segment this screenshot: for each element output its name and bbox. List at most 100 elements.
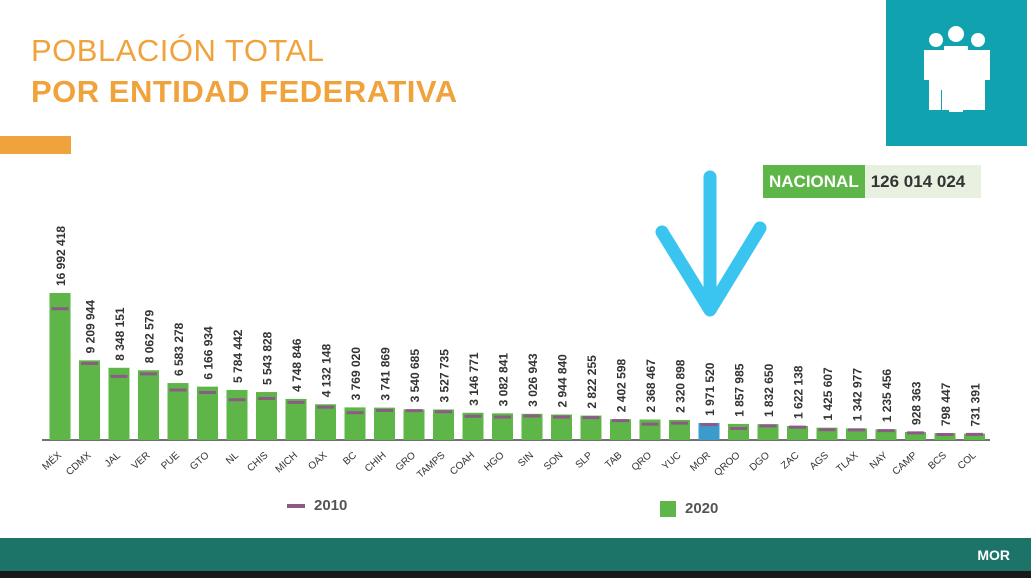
legend-2020: 2020 <box>660 500 718 517</box>
bar-2020-TAMPS <box>433 409 454 440</box>
bar-2020-BC <box>344 407 366 440</box>
category-label-CAMP: CAMP <box>891 450 920 478</box>
nacional-badge: NACIONAL 126 014 024 <box>763 165 981 198</box>
category-label-SIN: SIN <box>516 450 536 469</box>
value-label-HGO: 3 082 841 <box>497 353 511 407</box>
bar-2020-JAL <box>108 367 130 440</box>
bottom-strip <box>0 571 1031 578</box>
bar-2020-CHIS <box>256 392 277 440</box>
category-label-JAL: JAL <box>103 450 123 470</box>
bar-2020-MOR <box>698 422 720 440</box>
category-label-QRO: QRO <box>630 450 654 474</box>
value-label-GTO: 6 166 934 <box>202 326 216 380</box>
bar-2020-CHIH <box>374 407 395 440</box>
footer-state-code: MOR <box>977 547 1010 563</box>
category-label-NAY: NAY <box>868 450 890 472</box>
category-label-TAMPS: TAMPS <box>415 450 448 481</box>
category-label-MOR: MOR <box>688 450 713 474</box>
bar-2020-MICH <box>285 398 307 440</box>
value-label-SON: 2 944 840 <box>556 354 570 408</box>
legend-2010: 2010 <box>287 497 347 514</box>
bar-2020-QROO <box>728 423 749 440</box>
bar-2020-GTO <box>197 386 218 440</box>
value-label-TLAX: 1 342 977 <box>851 368 865 422</box>
value-label-BCS: 798 447 <box>939 382 953 426</box>
legend-2010-swatch <box>287 503 305 508</box>
value-label-CHIH: 3 741 869 <box>379 347 393 401</box>
legend-2010-label: 2010 <box>314 497 348 514</box>
bar-2020-GRO <box>403 409 425 440</box>
legend-2020-swatch <box>660 500 676 517</box>
value-label-TAB: 2 402 598 <box>615 359 629 413</box>
value-label-MOR: 1 971 520 <box>703 362 717 416</box>
accent-bar <box>0 136 71 154</box>
bar-2020-COL <box>964 433 985 440</box>
nacional-label: NACIONAL <box>763 165 865 198</box>
bar-2020-CAMP <box>905 431 926 440</box>
bar-2020-MÉX <box>49 293 71 440</box>
bar-2020-NAY <box>875 429 897 440</box>
bar-2020-CDMX <box>79 360 100 440</box>
legend-2020-label: 2020 <box>685 500 719 517</box>
category-label-CHIH: CHIH <box>363 450 389 475</box>
bar-2020-OAX <box>315 404 336 440</box>
value-label-JAL: 8 348 151 <box>113 307 127 361</box>
value-label-YUC: 2 320 898 <box>674 359 688 413</box>
category-label-GTO: GTO <box>188 450 211 473</box>
population-bar-chart: 16 992 418 MÉX 9 209 944 CDMX 8 348 151 JAL 8 … <box>39 170 990 481</box>
category-label-SLP: SLP <box>574 450 596 471</box>
arrow-head <box>655 221 767 317</box>
family-icon <box>924 26 990 112</box>
bar-2020-SLP <box>580 415 602 440</box>
value-label-PUE: 6 583 278 <box>172 322 186 376</box>
nacional-value: 126 014 024 <box>864 165 981 198</box>
category-label-BCS: BCS <box>926 450 949 472</box>
category-label-COAH: COAH <box>448 450 477 478</box>
family-icon-box <box>886 0 1027 146</box>
value-label-NL: 5 784 442 <box>231 329 245 383</box>
category-label-TLAX: TLAX <box>835 450 861 475</box>
value-label-NAY: 1 235 456 <box>880 369 894 423</box>
bar-2020-HGO <box>492 413 513 440</box>
bar-2020-PUE <box>167 383 189 440</box>
value-label-OAX: 4 132 148 <box>320 344 334 398</box>
category-label-GRO: GRO <box>394 450 418 474</box>
bar-2020-SON <box>551 414 572 440</box>
category-label-PUE: PUE <box>159 450 182 472</box>
category-label-OAX: OAX <box>306 450 329 473</box>
category-label-AGS: AGS <box>808 450 831 473</box>
value-label-BC: 3 769 020 <box>349 347 363 401</box>
value-label-COAH: 3 146 771 <box>467 352 481 406</box>
chart-title-line1: POBLACIÓN TOTAL <box>31 33 325 68</box>
bar-2020-VER <box>138 370 159 440</box>
value-label-TAMPS: 3 527 735 <box>438 349 452 403</box>
value-label-SIN: 3 026 943 <box>526 353 540 407</box>
value-label-ZAC: 1 622 138 <box>792 365 806 419</box>
category-label-DGO: DGO <box>748 450 772 474</box>
category-label-VER: VER <box>130 450 153 472</box>
value-label-COL: 731 391 <box>969 383 983 427</box>
value-label-SLP: 2 822 255 <box>585 355 599 409</box>
value-label-VER: 8 062 579 <box>143 310 157 364</box>
bar-2020-TAB <box>610 419 631 440</box>
value-label-GRO: 3 540 685 <box>408 349 422 403</box>
chart-title-line2: POR ENTIDAD FEDERATIVA <box>31 74 458 109</box>
category-label-HGO: HGO <box>482 450 506 474</box>
category-label-TAB: TAB <box>603 450 625 471</box>
bar-2020-COAH <box>462 412 484 440</box>
bar-2020-NL <box>226 389 248 440</box>
category-label-QROO: QROO <box>712 450 742 479</box>
value-label-QRO: 2 368 467 <box>644 359 658 413</box>
bar-2020-QRO <box>639 419 661 440</box>
category-label-SON: SON <box>542 450 565 473</box>
value-label-QROO: 1 857 985 <box>733 363 747 417</box>
category-label-CHIS: CHIS <box>245 450 270 474</box>
value-label-DGO: 1 832 650 <box>762 363 776 417</box>
bar-2020-DGO <box>757 424 779 440</box>
value-label-MICH: 4 748 846 <box>290 338 304 392</box>
category-label-MÉX: MÉX <box>39 448 64 472</box>
value-label-CDMX: 9 209 944 <box>84 300 98 354</box>
value-label-MÉX: 16 992 418 <box>54 226 68 286</box>
category-label-MICH: MICH <box>274 450 300 475</box>
category-label-BC: BC <box>341 450 359 467</box>
